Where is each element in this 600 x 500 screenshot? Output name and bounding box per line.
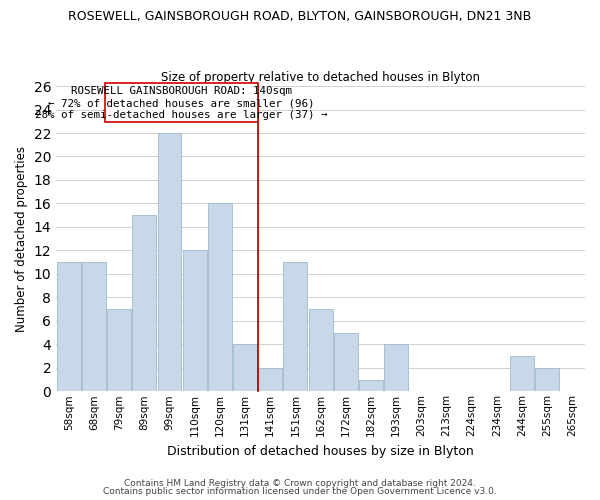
Bar xyxy=(359,380,383,392)
Text: ← 72% of detached houses are smaller (96): ← 72% of detached houses are smaller (96… xyxy=(48,98,314,108)
Bar xyxy=(208,204,232,392)
Bar xyxy=(57,262,81,392)
Title: Size of property relative to detached houses in Blyton: Size of property relative to detached ho… xyxy=(161,70,480,84)
Bar xyxy=(82,262,106,392)
Bar xyxy=(107,309,131,392)
Bar xyxy=(535,368,559,392)
Bar xyxy=(133,215,156,392)
Text: Contains HM Land Registry data © Crown copyright and database right 2024.: Contains HM Land Registry data © Crown c… xyxy=(124,478,476,488)
Bar xyxy=(283,262,307,392)
Y-axis label: Number of detached properties: Number of detached properties xyxy=(15,146,28,332)
Bar xyxy=(158,133,181,392)
Text: 28% of semi-detached houses are larger (37) →: 28% of semi-detached houses are larger (… xyxy=(35,110,328,120)
X-axis label: Distribution of detached houses by size in Blyton: Distribution of detached houses by size … xyxy=(167,444,474,458)
Bar xyxy=(308,309,332,392)
Bar xyxy=(258,368,282,392)
Bar xyxy=(183,250,206,392)
Text: Contains public sector information licensed under the Open Government Licence v3: Contains public sector information licen… xyxy=(103,487,497,496)
FancyBboxPatch shape xyxy=(105,82,257,122)
Text: ROSEWELL GAINSBOROUGH ROAD: 140sqm: ROSEWELL GAINSBOROUGH ROAD: 140sqm xyxy=(71,86,292,96)
Bar xyxy=(384,344,408,392)
Text: ROSEWELL, GAINSBOROUGH ROAD, BLYTON, GAINSBOROUGH, DN21 3NB: ROSEWELL, GAINSBOROUGH ROAD, BLYTON, GAI… xyxy=(68,10,532,23)
Bar xyxy=(334,332,358,392)
Bar xyxy=(233,344,257,392)
Bar xyxy=(510,356,534,392)
